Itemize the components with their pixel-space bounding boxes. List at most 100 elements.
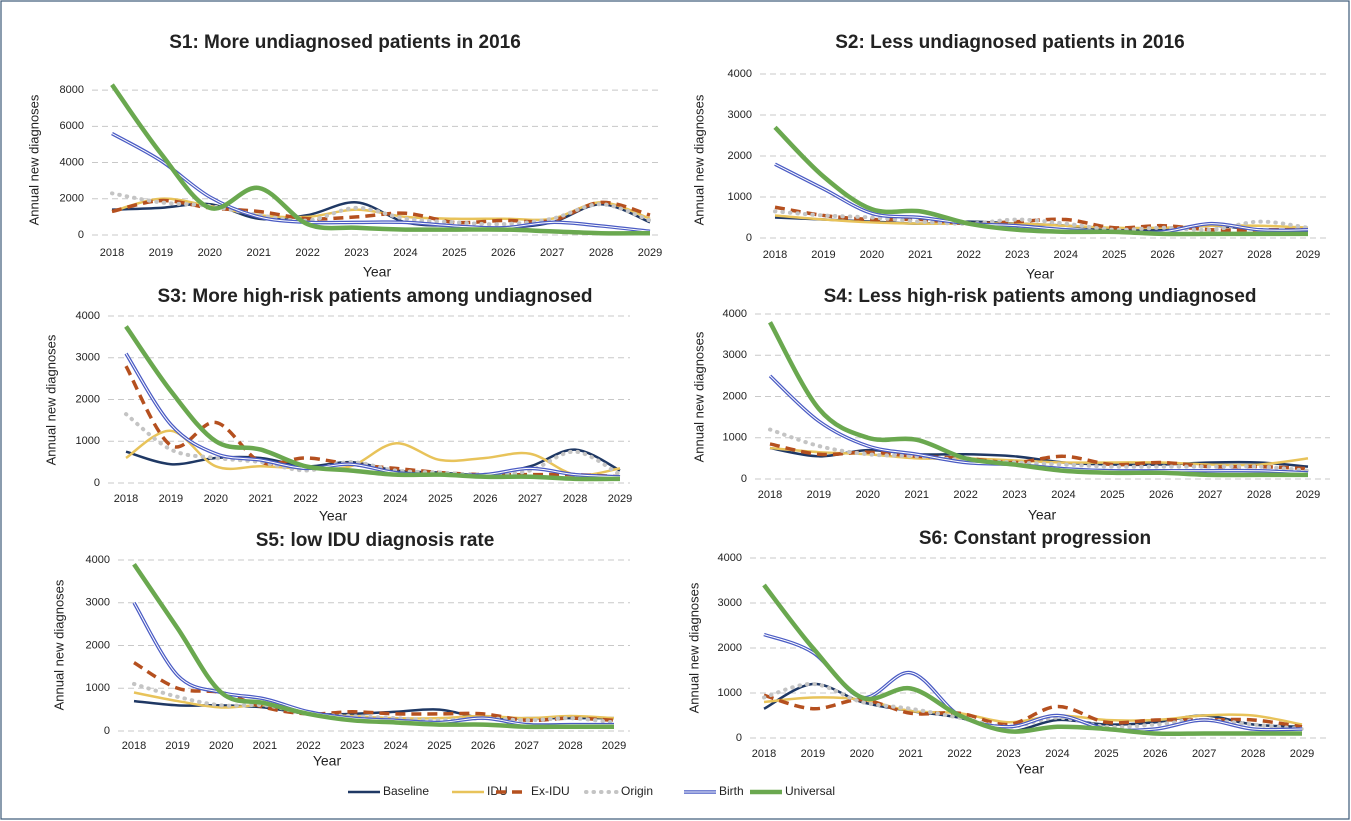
x-axis-label: Year	[363, 264, 392, 280]
x-tick-label: 2021	[246, 247, 270, 259]
y-tick-label: 3000	[728, 109, 752, 121]
chart-title: S4: Less high-risk patients among undiag…	[824, 286, 1257, 307]
series-line	[110, 191, 652, 227]
x-tick-label: 2024	[1045, 748, 1069, 760]
y-tick-label: 0	[104, 725, 110, 737]
series-line	[133, 691, 615, 720]
x-tick-label: 2020	[204, 493, 228, 505]
x-axis-label: Year	[1016, 761, 1045, 777]
x-tick-label: 2029	[1290, 748, 1314, 760]
chart-title: S6: Constant progression	[919, 528, 1151, 549]
chart-title: S5: low IDU diagnosis rate	[256, 530, 495, 551]
y-tick-label: 4000	[728, 68, 752, 80]
x-tick-label: 2023	[338, 493, 362, 505]
series-line	[773, 125, 1308, 237]
y-tick-label: 6000	[60, 120, 84, 132]
x-tick-label: 2028	[1241, 748, 1265, 760]
x-tick-label: 2027	[1198, 489, 1222, 501]
x-tick-label: 2024	[1051, 489, 1075, 501]
x-tick-label: 2027	[514, 740, 538, 752]
y-tick-label: 0	[94, 477, 100, 489]
x-tick-label: 2029	[602, 740, 626, 752]
y-axis-label: Annual new diagnoses	[686, 582, 701, 713]
x-tick-label: 2028	[1247, 249, 1271, 261]
x-tick-label: 2024	[383, 493, 407, 505]
y-tick-label: 0	[736, 732, 742, 744]
y-axis-label: Annual new diagnoses	[691, 94, 706, 225]
x-tick-label: 2028	[558, 740, 582, 752]
x-tick-label: 2023	[1005, 249, 1029, 261]
x-tick-label: 2019	[149, 247, 173, 259]
x-tick-label: 2029	[1296, 249, 1320, 261]
x-tick-label: 2023	[340, 740, 364, 752]
x-tick-label: 2020	[856, 489, 880, 501]
y-tick-label: 4000	[86, 554, 110, 566]
x-tick-label: 2018	[100, 247, 124, 259]
x-tick-label: 2018	[763, 249, 787, 261]
x-tick-label: 2021	[253, 740, 277, 752]
y-tick-label: 8000	[60, 84, 84, 96]
legend-label: Universal	[785, 784, 835, 798]
series-line-inner	[774, 163, 1309, 234]
x-tick-label: 2026	[471, 740, 495, 752]
x-tick-label: 2018	[752, 748, 776, 760]
y-tick-label: 4000	[60, 156, 84, 168]
x-tick-label: 2019	[801, 748, 825, 760]
x-axis-label: Year	[1026, 266, 1055, 282]
x-tick-label: 2021	[248, 493, 272, 505]
y-tick-label: 3000	[718, 597, 742, 609]
series-line	[132, 563, 614, 730]
y-tick-label: 1000	[86, 682, 110, 694]
x-tick-label: 2018	[114, 493, 138, 505]
x-tick-label: 2018	[758, 489, 782, 501]
y-tick-label: 3000	[723, 349, 747, 361]
y-tick-label: 4000	[76, 310, 100, 322]
x-tick-label: 2020	[850, 748, 874, 760]
series-line	[762, 583, 1302, 737]
y-tick-label: 2000	[86, 639, 110, 651]
x-tick-label: 2025	[427, 740, 451, 752]
y-tick-label: 2000	[723, 390, 747, 402]
x-tick-label: 2019	[165, 740, 189, 752]
x-tick-label: 2024	[384, 740, 408, 752]
x-tick-label: 2023	[996, 748, 1020, 760]
x-tick-label: 2026	[491, 247, 515, 259]
y-tick-label: 2000	[728, 150, 752, 162]
legend-label: Birth	[719, 784, 744, 798]
chart-title: S2: Less undiagnosed patients in 2016	[835, 32, 1185, 53]
x-tick-label: 2023	[344, 247, 368, 259]
x-tick-label: 2028	[563, 493, 587, 505]
chart-title: S1: More undiagnosed patients in 2016	[169, 32, 521, 53]
series-line	[774, 214, 1309, 230]
x-tick-label: 2026	[1149, 489, 1173, 501]
y-tick-label: 1000	[718, 687, 742, 699]
legend-label: Ex-IDU	[531, 784, 570, 798]
y-tick-label: 4000	[718, 552, 742, 564]
x-tick-label: 2029	[608, 493, 632, 505]
x-tick-label: 2020	[209, 740, 233, 752]
x-tick-label: 2024	[393, 247, 417, 259]
series-line	[110, 83, 651, 236]
x-tick-label: 2022	[947, 748, 971, 760]
chart-title: S3: More high-risk patients among undiag…	[158, 286, 593, 307]
x-axis-label: Year	[319, 508, 348, 524]
x-tick-label: 2020	[860, 249, 884, 261]
x-tick-label: 2018	[122, 740, 146, 752]
x-tick-label: 2021	[904, 489, 928, 501]
x-tick-label: 2025	[1102, 249, 1126, 261]
y-tick-label: 2000	[76, 393, 100, 405]
x-tick-label: 2019	[159, 493, 183, 505]
x-tick-label: 2021	[898, 748, 922, 760]
x-tick-label: 2029	[638, 247, 662, 259]
x-tick-label: 2022	[296, 740, 320, 752]
y-axis-label: Annual new diagnoses	[51, 579, 66, 710]
y-tick-label: 0	[78, 229, 84, 241]
x-tick-label: 2028	[1247, 489, 1271, 501]
x-tick-label: 2027	[518, 493, 542, 505]
series-line	[769, 446, 1309, 468]
y-tick-label: 0	[746, 232, 752, 244]
x-tick-label: 2023	[1002, 489, 1026, 501]
y-axis-label: Annual new diagnoses	[691, 331, 706, 462]
